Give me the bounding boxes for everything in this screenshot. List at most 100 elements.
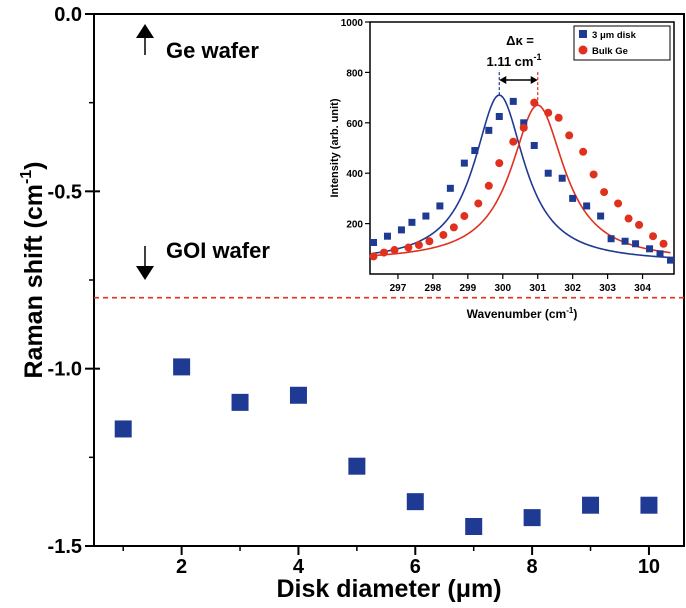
main-data-point (348, 457, 366, 475)
disk-data-point (520, 119, 528, 127)
legend-marker-bulk (578, 45, 588, 55)
main-data-point (523, 509, 541, 527)
disk-fit-curve (371, 94, 671, 259)
inset-y-axis: 200 400 600 800 1000 (341, 18, 370, 231)
inset-x-tick-label: 299 (459, 283, 476, 294)
inset-x-axis-label-close: ) (573, 307, 577, 321)
inset-x-axis: 297 298 299 300 301 302 303 304 (390, 274, 651, 294)
disk-data-point (544, 169, 552, 177)
bulk-data-point (649, 232, 658, 241)
inset-y-tick-label: 400 (346, 169, 363, 180)
bulk-data-point (659, 239, 668, 248)
disk-data-point (583, 202, 591, 210)
disk-data-point (397, 226, 405, 234)
disk-data-point (656, 250, 664, 258)
main-x-tick-label: 6 (410, 556, 421, 578)
bulk-data-point (449, 223, 458, 232)
bulk-data-point (544, 108, 553, 117)
bulk-data-point (519, 123, 528, 132)
disk-data-point (558, 174, 566, 182)
inset-peak-markers (498, 70, 539, 106)
bulk-data-point (439, 230, 448, 239)
main-data-point (231, 393, 249, 411)
main-y-axis-label: Raman shift (cm-1) (18, 161, 48, 378)
disk-data-point (509, 97, 517, 105)
inset-legend: 3 μm disk Bulk Ge (573, 25, 671, 61)
main-data-point (406, 493, 424, 511)
main-x-tick-label: 2 (176, 556, 187, 578)
inset-x-axis-label: Wavenumber (cm-1) (467, 306, 578, 321)
bulk-data-point (474, 199, 483, 208)
inset-y-tick-label: 200 (346, 220, 363, 231)
down-arrow-icon (136, 266, 154, 280)
main-y-axis-label-text: Raman shift (cm (20, 184, 48, 378)
bulk-data-point (369, 252, 378, 261)
inset-fit-curves (371, 94, 671, 259)
disk-data-point (446, 184, 454, 192)
main-data-point (114, 420, 132, 438)
disk-data-point (569, 194, 577, 202)
left-arrowhead-icon (499, 76, 507, 84)
disk-data-point (485, 126, 493, 134)
inset-plot-frame (369, 21, 675, 275)
legend-label-bulk: Bulk Ge (592, 46, 628, 57)
disk-data-point (471, 147, 479, 155)
disk-data-point (667, 256, 675, 264)
bulk-data-point (579, 147, 588, 156)
bulk-data-point (484, 181, 493, 190)
disk-data-point (436, 202, 444, 210)
main-data-point (173, 358, 191, 376)
bulk-data-point (509, 137, 518, 146)
up-arrow-icon (136, 24, 154, 38)
main-data-point (465, 517, 483, 535)
main-y-axis-label-close: ) (20, 161, 48, 169)
disk-data-point (646, 245, 654, 253)
disk-data-point (460, 159, 468, 167)
goi-wafer-annotation: GOI wafer (136, 238, 270, 280)
disk-data-point (408, 218, 416, 226)
delta-kappa-value: 1.11 cm (486, 54, 533, 69)
legend-label-disk-unit: μm (600, 30, 614, 41)
main-y-tick-label: -1.5 (48, 536, 82, 558)
bulk-data-point (614, 199, 623, 208)
bulk-data-point (390, 246, 399, 255)
bulk-data-point (414, 241, 423, 250)
disk-data-point (422, 212, 430, 220)
disk-data-point (383, 232, 391, 240)
main-y-tick-label: 0.0 (54, 4, 82, 26)
delta-kappa-label-line1: Δκ = (506, 33, 534, 48)
bulk-fit-curve (371, 104, 671, 257)
disk-data-point (597, 212, 605, 220)
inset-x-axis-label-text: Wavenumber (cm (467, 307, 567, 321)
bulk-data-point (565, 131, 574, 140)
legend-label-disk: 3 μm disk (592, 30, 637, 41)
legend-marker-disk (579, 30, 587, 38)
disk-data-point (607, 235, 615, 243)
inset-x-tick-label: 304 (634, 283, 651, 294)
main-x-tick-label: 4 (293, 556, 305, 578)
inset-y-tick-label: 600 (346, 119, 363, 130)
inset-data-series (369, 97, 675, 264)
ge-wafer-label: Ge wafer (166, 38, 259, 63)
main-x-tick-label: 10 (638, 556, 660, 578)
inset-y-tick-label: 800 (346, 68, 363, 79)
bulk-data-point (379, 248, 388, 257)
delta-kappa-annotation: Δκ = 1.11 cm-1 (486, 33, 542, 84)
main-data-point (582, 496, 600, 514)
main-x-axis: 2 4 6 8 10 (122, 546, 660, 578)
inset-y-axis-label: Intensity (arb. unit) (329, 98, 341, 197)
bulk-data-point (589, 170, 598, 179)
legend-label-disk-suffix: disk (614, 30, 636, 41)
delta-kappa-sup: -1 (533, 52, 541, 62)
bulk-data-point (425, 237, 434, 246)
inset-x-tick-label: 298 (425, 283, 442, 294)
main-y-tick-label: -1.0 (48, 359, 82, 381)
main-x-axis-label-text: Disk diameter ( (276, 575, 456, 603)
inset-x-tick-label: 300 (494, 283, 511, 294)
inset-x-tick-label: 303 (599, 283, 616, 294)
main-data-point (289, 386, 307, 404)
main-x-tick-label: 8 (527, 556, 538, 578)
bulk-data-point (404, 243, 413, 252)
main-y-tick-label: -0.5 (48, 181, 82, 203)
